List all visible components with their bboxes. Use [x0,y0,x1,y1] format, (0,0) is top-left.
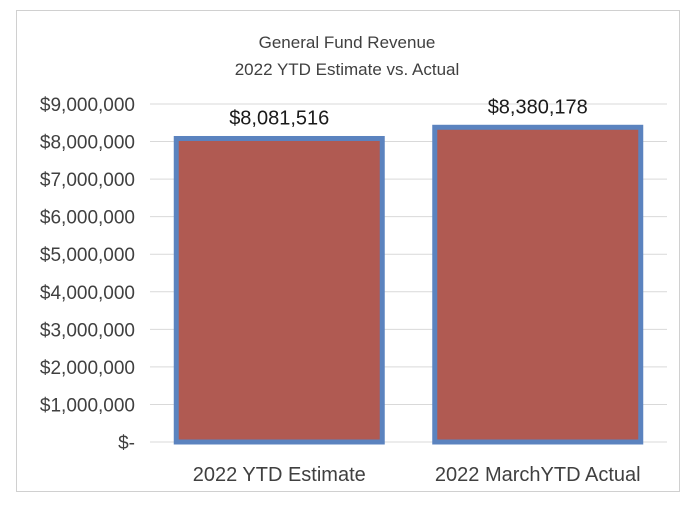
y-tick-label: $4,000,000 [40,283,135,304]
y-tick-label: $9,000,000 [40,95,135,116]
bar [173,135,385,445]
data-labels: $8,081,516 $8,380,178 [229,96,588,129]
chart-title-line-2: 2022 YTD Estimate vs. Actual [235,60,460,79]
chart-title-line-1: General Fund Revenue [259,33,436,52]
x-category-label: 2022 YTD Estimate [193,464,366,486]
y-tick-label: $5,000,000 [40,245,135,266]
y-tick-label: $- [118,433,135,454]
x-category-label: 2022 MarchYTD Actual [435,464,641,486]
y-tick-label: $3,000,000 [40,320,135,341]
y-tick-label: $1,000,000 [40,395,135,416]
bar [432,124,644,445]
y-axis-tick-labels: $- $1,000,000 $2,000,000 $3,000,000 $4,000,0… [40,95,135,454]
y-tick-label: $7,000,000 [40,170,135,191]
y-tick-label: $6,000,000 [40,208,135,229]
y-tick-label: $8,000,000 [40,133,135,154]
bar-value-label: $8,081,516 [229,107,329,129]
y-tick-label: $2,000,000 [40,358,135,379]
bars [173,124,644,445]
x-axis-category-labels: 2022 YTD Estimate 2022 MarchYTD Actual [193,464,641,486]
bar-value-label: $8,380,178 [488,96,588,118]
